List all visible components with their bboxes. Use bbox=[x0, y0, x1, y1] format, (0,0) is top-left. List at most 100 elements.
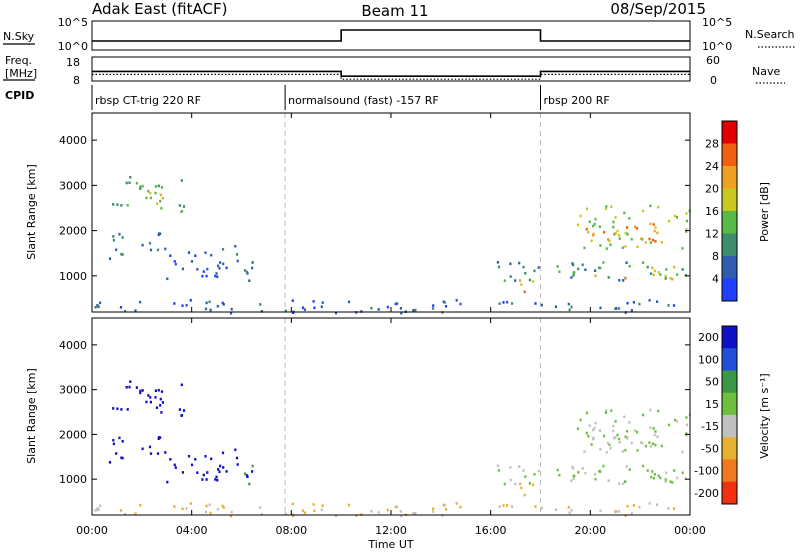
data-cell bbox=[219, 464, 222, 468]
data-cell bbox=[653, 473, 656, 476]
data-cell bbox=[656, 503, 659, 507]
data-cell bbox=[649, 222, 652, 226]
data-cell bbox=[673, 469, 676, 472]
data-cell bbox=[221, 248, 225, 251]
data-cell bbox=[400, 311, 403, 315]
data-cell bbox=[216, 304, 219, 308]
data-cell bbox=[396, 505, 399, 508]
data-cell bbox=[626, 429, 629, 433]
data-cell bbox=[320, 305, 323, 308]
colorbar-tick-label: -15 bbox=[701, 420, 719, 433]
data-cell bbox=[613, 436, 616, 440]
data-cell bbox=[623, 480, 627, 483]
data-cell bbox=[157, 184, 160, 188]
data-cell bbox=[681, 268, 684, 271]
data-cell bbox=[646, 469, 649, 472]
data-cell bbox=[157, 233, 160, 237]
data-cell bbox=[164, 247, 167, 251]
data-cell bbox=[174, 466, 177, 469]
data-cell bbox=[230, 510, 233, 514]
data-cell bbox=[291, 514, 295, 517]
data-cell bbox=[459, 505, 462, 509]
data-cell bbox=[618, 482, 621, 485]
data-cell bbox=[648, 299, 651, 302]
data-cell bbox=[664, 274, 667, 278]
data-cell bbox=[605, 247, 608, 250]
colorbar-tick-label: 16 bbox=[705, 205, 719, 218]
data-cell bbox=[204, 455, 207, 458]
data-cell bbox=[178, 408, 181, 411]
data-cell bbox=[189, 299, 192, 302]
data-cell bbox=[139, 389, 142, 393]
data-cell bbox=[194, 458, 197, 461]
data-cell bbox=[644, 241, 648, 244]
data-cell bbox=[599, 306, 602, 310]
data-cell bbox=[312, 300, 315, 303]
data-cell bbox=[120, 408, 123, 411]
noise-panel: N.Sky 10^5 10^0 10^5 10^0 N.Search bbox=[3, 16, 795, 53]
data-cell bbox=[533, 269, 536, 273]
data-cell bbox=[667, 507, 670, 510]
data-cell bbox=[642, 261, 645, 264]
nave-scale-top: 60 bbox=[706, 54, 720, 67]
data-cell bbox=[244, 472, 247, 476]
colorbar-tick-label: 24 bbox=[705, 160, 719, 173]
data-cell bbox=[599, 244, 602, 247]
data-cell bbox=[681, 247, 684, 250]
data-cell bbox=[648, 237, 651, 241]
data-cell bbox=[581, 467, 584, 470]
data-cell bbox=[157, 437, 160, 440]
data-cell bbox=[628, 264, 631, 268]
data-cell bbox=[628, 421, 631, 424]
data-cell bbox=[554, 508, 557, 511]
data-cell bbox=[654, 240, 657, 243]
data-cell bbox=[160, 411, 163, 414]
data-cell bbox=[159, 232, 162, 236]
data-cell bbox=[654, 430, 657, 433]
data-cell bbox=[617, 437, 621, 441]
data-cell bbox=[217, 264, 220, 268]
data-cell bbox=[672, 304, 676, 307]
data-cell bbox=[222, 303, 225, 306]
data-cell bbox=[668, 219, 671, 223]
data-cell bbox=[94, 306, 97, 309]
data-cell bbox=[209, 308, 212, 312]
data-cell bbox=[651, 442, 655, 446]
data-cell bbox=[126, 408, 129, 411]
data-cell bbox=[190, 260, 194, 263]
data-cell bbox=[159, 193, 162, 197]
colorbar-tick-label: 100 bbox=[698, 353, 719, 366]
data-cell bbox=[671, 481, 674, 484]
data-cell bbox=[599, 266, 602, 270]
data-cell bbox=[218, 470, 221, 474]
data-cell bbox=[145, 400, 148, 404]
data-cell bbox=[626, 226, 629, 229]
data-cell bbox=[400, 514, 403, 518]
data-cell bbox=[134, 309, 137, 312]
data-cell bbox=[161, 197, 164, 200]
data-cell bbox=[681, 450, 684, 454]
data-cell bbox=[181, 304, 184, 307]
data-cell bbox=[149, 400, 152, 404]
data-cell bbox=[497, 265, 500, 269]
data-cell bbox=[518, 261, 521, 265]
data-cell bbox=[119, 509, 123, 512]
data-cell bbox=[593, 222, 596, 226]
data-cell bbox=[652, 223, 655, 226]
colorbar-tick-label: 15 bbox=[705, 398, 719, 411]
data-cell bbox=[245, 474, 248, 477]
data-cell bbox=[664, 480, 667, 483]
data-cell bbox=[222, 506, 225, 509]
data-cell bbox=[613, 233, 616, 236]
data-cell bbox=[160, 186, 164, 189]
data-cell bbox=[531, 483, 535, 487]
data-cell bbox=[598, 266, 601, 270]
data-cell bbox=[187, 454, 191, 458]
data-cell bbox=[576, 427, 580, 431]
data-cell bbox=[592, 224, 595, 228]
data-cell bbox=[673, 214, 677, 218]
data-cell bbox=[653, 229, 656, 233]
colorbar-segment bbox=[722, 278, 737, 302]
data-cell bbox=[236, 259, 239, 263]
data-cell bbox=[128, 385, 131, 389]
